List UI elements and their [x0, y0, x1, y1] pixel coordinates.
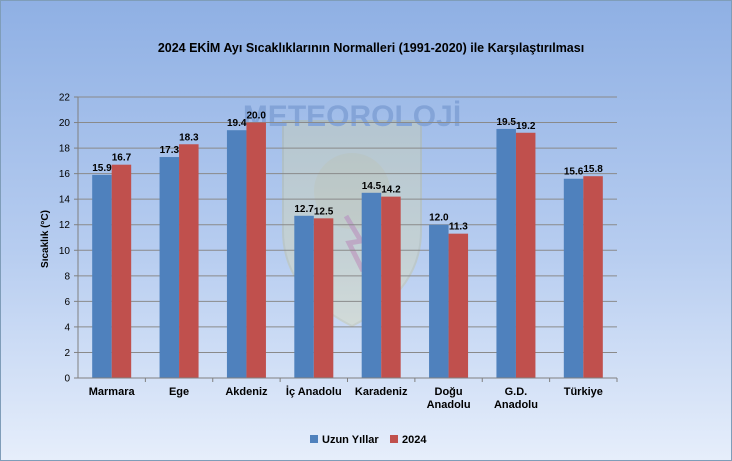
- bar: [92, 174, 112, 378]
- data-label: 11.3: [449, 222, 468, 233]
- watermark-text: METEOROLOJİ: [243, 100, 461, 133]
- legend: Uzun Yıllar 2024: [310, 434, 427, 446]
- y-tick-label: 8: [64, 271, 70, 282]
- y-tick-label: 10: [59, 246, 71, 257]
- x-category-label: Karadeniz: [355, 386, 408, 398]
- bar: [246, 122, 266, 378]
- bar: [563, 178, 584, 378]
- x-category-label: Marmara: [89, 386, 136, 398]
- data-label: 12.5: [314, 206, 334, 217]
- x-category-label-line: Doğu: [435, 386, 463, 398]
- x-category-label: İç Anadolu: [286, 385, 342, 398]
- y-tick-label: 4: [64, 322, 70, 333]
- x-category-label-line: Marmara: [89, 386, 136, 398]
- x-category-label-line: Akdeniz: [225, 386, 268, 398]
- data-label: 14.5: [362, 181, 382, 192]
- bar: [429, 224, 449, 378]
- bar: [313, 218, 334, 378]
- y-axis-label: Sıcaklık (°C): [40, 210, 51, 268]
- bar: [294, 215, 314, 378]
- data-label: 15.9: [92, 163, 112, 174]
- bar: [361, 192, 382, 378]
- y-tick-label: 22: [59, 93, 71, 104]
- data-label: 15.6: [564, 167, 584, 178]
- y-tick-label: 6: [64, 297, 70, 308]
- bar: [448, 233, 469, 378]
- x-category-label-line: Türkiye: [564, 386, 603, 398]
- x-category-label-line: İç Anadolu: [286, 385, 342, 398]
- data-label: 19.5: [496, 117, 516, 128]
- y-tick-label: 16: [59, 169, 71, 180]
- data-label: 14.2: [381, 185, 401, 196]
- y-tick-label: 12: [59, 220, 71, 231]
- data-label: 20.0: [246, 111, 266, 122]
- x-category-label-line: G.D.: [505, 386, 528, 398]
- y-tick-label: 14: [59, 195, 71, 206]
- bar: [496, 128, 516, 378]
- y-tick-label: 20: [59, 118, 71, 129]
- x-category-label: Doğu Anadolu: [427, 386, 471, 411]
- y-axis: 0 2 4 6 8 10 12 14 16 18 20 22: [59, 93, 79, 385]
- data-label: 12.7: [294, 204, 314, 215]
- data-label: 16.7: [112, 153, 132, 164]
- data-label: 19.2: [516, 121, 536, 132]
- x-category-label-line: Anadolu: [494, 399, 538, 411]
- legend-swatch: [390, 435, 398, 443]
- bar: [179, 144, 199, 378]
- bar: [159, 157, 180, 378]
- bar: [583, 176, 603, 378]
- data-label: 17.3: [160, 145, 180, 156]
- x-category-label: Ege: [169, 386, 189, 398]
- legend-entry: 2024: [402, 434, 427, 446]
- chart-title: 2024 EKİM Ayı Sıcaklıklarının Normalleri…: [158, 40, 584, 55]
- data-label: 12.0: [429, 213, 449, 224]
- legend-swatch: [310, 435, 318, 443]
- x-category-label: Türkiye: [564, 386, 603, 398]
- x-category-label: G.D. Anadolu: [494, 386, 538, 411]
- data-labels: 15.916.7 17.3 18.3 19.420.0 12.7 12.5 14.5 14.2…: [92, 111, 603, 233]
- y-tick-label: 0: [64, 374, 70, 385]
- y-tick-label: 2: [64, 348, 70, 359]
- bar: [381, 196, 401, 378]
- data-label: 15.8: [583, 164, 603, 175]
- data-label: 19.4: [227, 118, 247, 129]
- legend-entry: Uzun Yıllar: [322, 434, 379, 446]
- bar: [226, 130, 247, 378]
- x-category-label-line: Karadeniz: [355, 386, 408, 398]
- x-axis: Marmara Ege Akdeniz İç Anadolu Karadeniz Doğu…: [78, 377, 618, 411]
- bars: [92, 122, 603, 378]
- x-category-label-line: Ege: [169, 386, 189, 398]
- y-tick-label: 18: [59, 144, 71, 155]
- bar: [515, 132, 536, 378]
- x-category-label-line: Anadolu: [427, 399, 471, 411]
- x-category-label: Akdeniz: [225, 386, 268, 398]
- bar: [111, 164, 132, 378]
- data-label: 18.3: [179, 132, 199, 143]
